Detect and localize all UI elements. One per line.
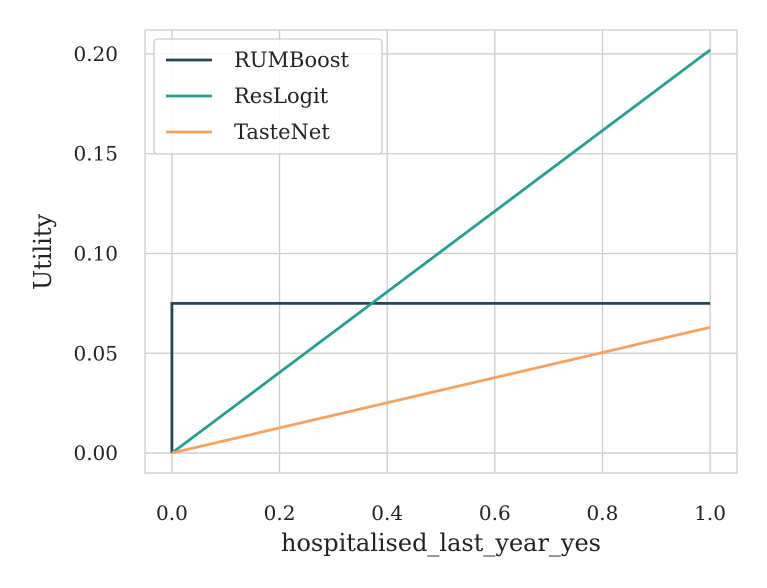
x-tick-labels: 0.0 0.2 0.4 0.6 0.8 1.0 (156, 501, 726, 525)
y-tick-label: 0.00 (73, 441, 118, 465)
x-tick-label: 1.0 (694, 501, 726, 525)
y-tick-labels: 0.00 0.05 0.10 0.15 0.20 (73, 42, 118, 465)
legend-box (153, 38, 383, 155)
series-lines (170, 48, 711, 455)
y-tick-label: 0.10 (73, 241, 118, 265)
x-tick-label: 0.0 (156, 501, 188, 525)
x-tick-label: 0.6 (479, 501, 511, 525)
y-axis-label: Utility (29, 214, 57, 291)
y-tick-label: 0.20 (73, 42, 118, 66)
series-line-reslogit (171, 48, 711, 455)
legend-label: RUMBoost (234, 48, 350, 72)
series-line-rumboost (170, 301, 711, 454)
legend-label: ResLogit (234, 84, 329, 108)
x-axis-label: hospitalised_last_year_yes (281, 529, 601, 557)
series-line-tastenet (171, 325, 711, 455)
x-tick-label: 0.2 (264, 501, 296, 525)
legend: RUMBoost ResLogit TasteNet (153, 38, 383, 155)
legend-label: TasteNet (234, 120, 330, 144)
x-tick-label: 0.8 (587, 501, 619, 525)
x-tick-label: 0.4 (371, 501, 403, 525)
y-tick-label: 0.05 (73, 341, 118, 365)
plot-frame (144, 29, 738, 474)
y-tick-label: 0.15 (73, 142, 118, 166)
